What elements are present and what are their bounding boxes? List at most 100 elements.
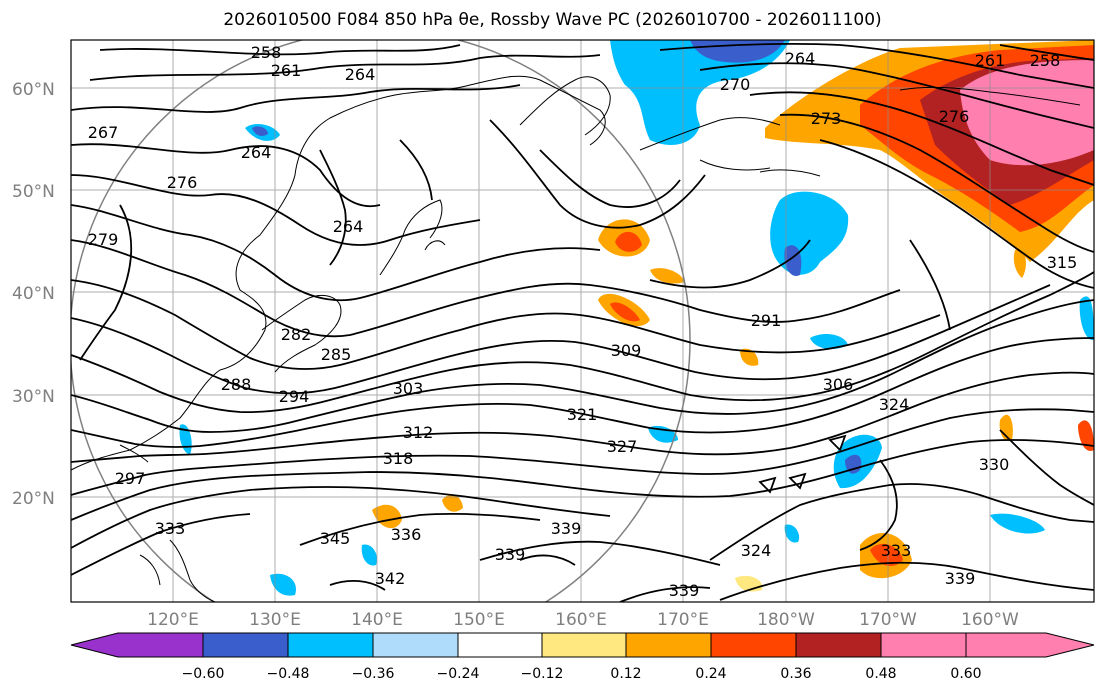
contour-label: 294: [279, 387, 310, 406]
contour-label: 333: [155, 519, 186, 538]
anomaly-patch: [442, 494, 463, 512]
colorbar-tick-label: 0.12: [610, 666, 641, 682]
anomaly-patch: [610, 40, 790, 145]
colorbar-tick-label: −0.12: [521, 666, 564, 682]
colorbar: −0.60 −0.48 −0.36 −0.24 −0.12 0.12 0.24 …: [70, 632, 1095, 682]
anomaly-patch: [615, 231, 642, 252]
colorbar-segment: [458, 633, 542, 657]
contour-label: 339: [551, 519, 582, 538]
contour-label: 264: [333, 217, 364, 236]
contour-label: 339: [945, 569, 976, 588]
colorbar-segment: [966, 633, 1046, 657]
contour-label: 318: [383, 449, 414, 468]
contour-label: 279: [88, 230, 119, 249]
lon-label: 120°E: [147, 610, 199, 630]
contour-label: 264: [785, 49, 816, 68]
contour-label: 315: [1047, 253, 1078, 272]
contour-label: 273: [811, 109, 842, 128]
colorbar-segment: [1046, 633, 1094, 657]
contour-label: 276: [167, 173, 198, 192]
colorbar-segment: [796, 633, 881, 657]
colorbar-tick-label: 0.24: [695, 666, 726, 682]
lon-label: 140°E: [351, 610, 403, 630]
lat-label: 50°N: [12, 182, 55, 202]
colorbar-tick-label: 0.48: [865, 666, 896, 682]
contour-label: 264: [241, 143, 272, 162]
colorbar-segment: [203, 633, 288, 657]
contour-label: 288: [221, 375, 252, 394]
colorbar-tick-label: −0.48: [267, 666, 310, 682]
contour-label: 264: [345, 65, 376, 84]
colorbar-segment: [711, 633, 796, 657]
contour-label: 309: [611, 341, 642, 360]
contour-label: 321: [567, 405, 598, 424]
lat-label: 60°N: [12, 80, 55, 100]
contour-label: 258: [1030, 51, 1061, 70]
contour-label: 303: [393, 379, 424, 398]
contour-label: 339: [495, 545, 526, 564]
lon-label: 170°E: [657, 610, 709, 630]
lat-label: 30°N: [12, 387, 55, 407]
colorbar-tick-label: −0.36: [352, 666, 395, 682]
anomaly-patch: [610, 302, 640, 322]
colorbar-segment: [542, 633, 626, 657]
lon-label: 180°W: [757, 610, 815, 630]
anomaly-patch: [1078, 420, 1094, 451]
contour-label: 312: [403, 423, 434, 442]
contour-label: 345: [320, 529, 351, 548]
longitude-labels: 120°E 130°E 140°E 150°E 160°E 170°E 180°…: [147, 610, 1019, 630]
anomaly-patch: [1079, 296, 1094, 341]
map-plot-area: 258 258 261 261 264 264 264 264 267 270 …: [71, 40, 1094, 602]
anomaly-patch: [361, 544, 378, 566]
contour-label: 285: [321, 345, 352, 364]
map-frame: [70, 39, 1095, 603]
lon-label: 150°E: [453, 610, 505, 630]
anomaly-patch: [1013, 249, 1026, 278]
lon-label: 130°E: [249, 610, 301, 630]
contour-label: 324: [741, 541, 772, 560]
coastlines: [71, 75, 1081, 602]
contour-label: 330: [979, 455, 1010, 474]
colorbar-tick-label: −0.60: [182, 666, 225, 682]
anomaly-patch: [870, 543, 903, 566]
anomaly-patch: [784, 524, 800, 543]
colorbar-tick-label: −0.24: [437, 666, 480, 682]
contour-label: 342: [375, 569, 406, 588]
anomaly-patch: [650, 268, 685, 284]
lon-label: 160°W: [961, 610, 1019, 630]
contour-label: 339: [669, 581, 700, 600]
contour-label: 276: [939, 107, 970, 126]
anomaly-patch: [810, 334, 848, 350]
anomaly-patch: [740, 348, 759, 366]
contour-label: 258: [251, 43, 282, 62]
anomaly-patch: [999, 414, 1013, 442]
contour-label: 327: [607, 437, 638, 456]
colorbar-segment: [373, 633, 458, 657]
contour-label: 336: [391, 525, 422, 544]
latitude-labels: 60°N 50°N 40°N 30°N 20°N: [12, 80, 55, 509]
region-circle: [71, 40, 691, 602]
colorbar-segment: [626, 633, 711, 657]
colorbar-segment: [71, 633, 118, 657]
contour-label: 267: [88, 123, 119, 142]
contour-labels: 258 258 261 261 264 264 264 264 267 270 …: [88, 43, 1078, 600]
contour-label: 297: [115, 469, 146, 488]
contour-label: 333: [881, 541, 912, 560]
contour-label: 261: [975, 51, 1006, 70]
contour-label: 306: [823, 375, 854, 394]
colorbar-tick-label: 0.60: [950, 666, 981, 682]
contour-label: 282: [281, 325, 312, 344]
contour-label: 324: [879, 395, 910, 414]
anomaly-patch: [252, 126, 268, 136]
lat-label: 20°N: [12, 489, 55, 509]
colorbar-segment: [881, 633, 966, 657]
lon-label: 160°E: [555, 610, 607, 630]
anomaly-patch: [270, 573, 296, 596]
anomaly-patch: [990, 513, 1045, 534]
lon-label: 170°W: [859, 610, 917, 630]
lat-label: 40°N: [12, 284, 55, 304]
colorbar-segment: [288, 633, 373, 657]
anomaly-patch: [845, 454, 862, 474]
contour-label: 291: [751, 311, 782, 330]
